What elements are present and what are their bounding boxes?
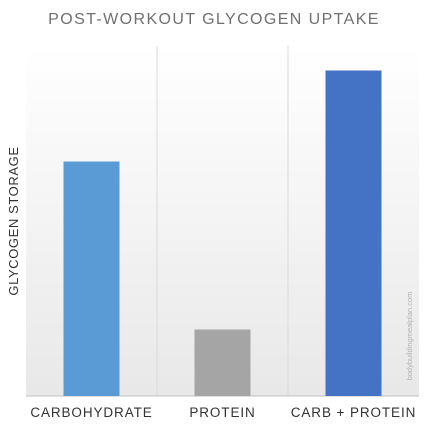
watermark-text: bodybuildingmealplan.com — [405, 292, 414, 381]
category-label: CARBOHYDRATE — [30, 405, 152, 420]
bar-protein — [194, 329, 251, 396]
bar-group — [63, 70, 382, 396]
category-label: PROTEIN — [189, 405, 255, 420]
y-axis-label: GLYCOGEN STORAGE — [6, 146, 21, 295]
bar-carb-protein — [325, 70, 382, 396]
bar-carbohydrate — [63, 161, 120, 396]
category-label: CARB + PROTEIN — [291, 405, 417, 420]
chart-title: POST-WORKOUT GLYCOGEN UPTAKE — [48, 11, 380, 28]
category-separators — [156, 46, 289, 396]
category-label-group: CARBOHYDRATE PROTEIN CARB + PROTEIN — [30, 405, 417, 420]
